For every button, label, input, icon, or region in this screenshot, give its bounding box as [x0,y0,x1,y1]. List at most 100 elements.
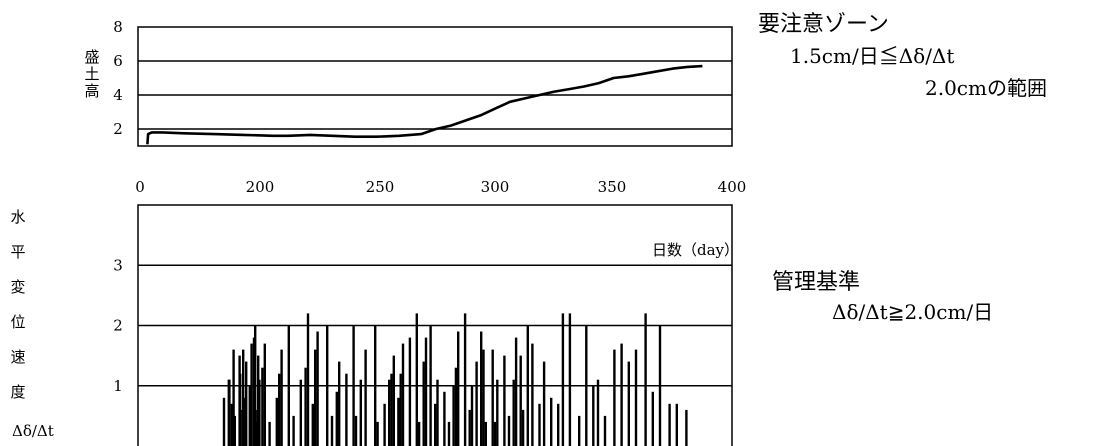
velocity-bar [613,349,616,446]
velocity-bar [314,349,317,446]
velocity-bar [311,403,314,446]
bottom-chart-y-ticks: 1 2 3 [113,256,123,395]
top-chart-grid [138,60,732,130]
velocity-bar [668,403,671,446]
velocity-bar [592,385,595,446]
x-tick-label: 400 [718,178,747,196]
top-chart-y-ticks: 2 4 6 8 [113,18,123,138]
bottom-y-label-char: 平 [10,243,25,261]
top-chart-frame [137,26,733,147]
bottom-chart-frame [137,204,733,446]
velocity-bar [352,325,355,446]
velocity-bar [627,361,630,446]
velocity-bar [596,379,600,446]
top-chart-y-label: 盛土高 [84,48,99,100]
caution-zone-title: 要注意ゾーン [758,12,889,37]
x-tick-label: 350 [598,178,627,196]
velocity-bar [254,421,257,446]
velocity-bar [408,337,412,446]
bottom-y-tick-label: 3 [113,256,123,274]
velocity-bar [542,361,546,446]
x-tick-label: 300 [481,178,510,196]
velocity-bar [491,349,494,446]
velocity-bar [452,385,455,446]
velocity-bar [429,325,432,446]
velocity-bar [304,367,307,446]
top-y-tick-label: 2 [113,120,123,138]
caution-zone-condition: 1.5cm/日≦Δδ/Δt [790,44,955,68]
bottom-y-label-char: 速 [10,348,25,366]
velocity-bar [280,349,283,446]
velocity-bar [658,325,662,446]
velocity-bar [685,409,688,446]
velocity-bar [526,325,529,446]
velocity-bar [258,379,261,446]
velocity-bar [422,361,425,446]
velocity-bar [512,379,515,446]
top-y-tick-label: 6 [113,52,123,70]
top-y-label-char: 盛 [84,48,99,66]
bottom-y-label-char: 変 [10,278,25,296]
top-y-label-char: 土 [84,65,99,83]
velocity-bar [417,421,421,446]
velocity-bar [230,403,233,446]
bottom-chart-grid [138,264,732,387]
velocity-bar [434,403,437,446]
velocity-bar [354,415,358,446]
x-axis-ticks: 0 200 250 300 350 400 [135,178,746,196]
velocity-bar [239,373,242,446]
velocity-bar [306,313,310,446]
velocity-bar [484,421,487,446]
velocity-bar [521,409,525,446]
velocity-bar [457,331,460,446]
velocity-bar [228,379,231,446]
bottom-chart-y-label-suffix: Δδ/Δt [12,422,54,440]
velocity-bar [248,385,251,446]
velocity-bar [463,313,467,446]
velocity-bar [651,391,654,446]
management-standard-title: 管理基準 [772,270,861,295]
velocity-bar [603,415,607,446]
bottom-y-label-char: 水 [10,208,25,226]
velocity-bar [292,415,295,446]
velocity-bar [330,415,334,446]
top-y-tick-label: 8 [113,18,123,36]
velocity-bar [326,325,329,446]
velocity-bar [275,397,278,446]
velocity-bar [578,415,581,446]
x-tick-label: 200 [246,178,275,196]
velocity-bar [538,403,541,446]
velocity-bar [634,349,638,446]
velocity-bar [480,331,483,446]
velocity-bar [250,343,253,446]
velocity-bar [222,397,226,446]
velocity-bar [335,391,338,446]
velocity-bar [436,379,439,446]
velocity-bar [482,349,485,446]
velocity-bar [261,367,264,446]
management-standard-condition: Δδ/Δt≧2.0cm/日 [832,300,994,324]
velocity-bar [644,313,647,446]
velocity-bar [397,397,400,446]
velocity-bar [447,421,451,446]
velocity-bar [519,355,522,446]
velocity-bar [254,325,257,446]
velocity-bar [345,373,348,446]
velocity-bar [514,337,518,446]
velocity-bar [388,379,391,446]
x-tick-label: 250 [366,178,395,196]
velocity-bar [468,409,471,446]
velocity-bar [268,421,271,446]
velocity-bar [550,397,553,446]
velocity-bar [243,397,246,446]
x-axis-label: 日数（day） [652,241,739,259]
top-chart-border [137,26,733,147]
velocity-bar [424,337,428,446]
velocity-bar [454,367,458,446]
velocity-bar [620,343,623,446]
velocity-bar [531,343,534,446]
top-chart-series [146,64,703,145]
